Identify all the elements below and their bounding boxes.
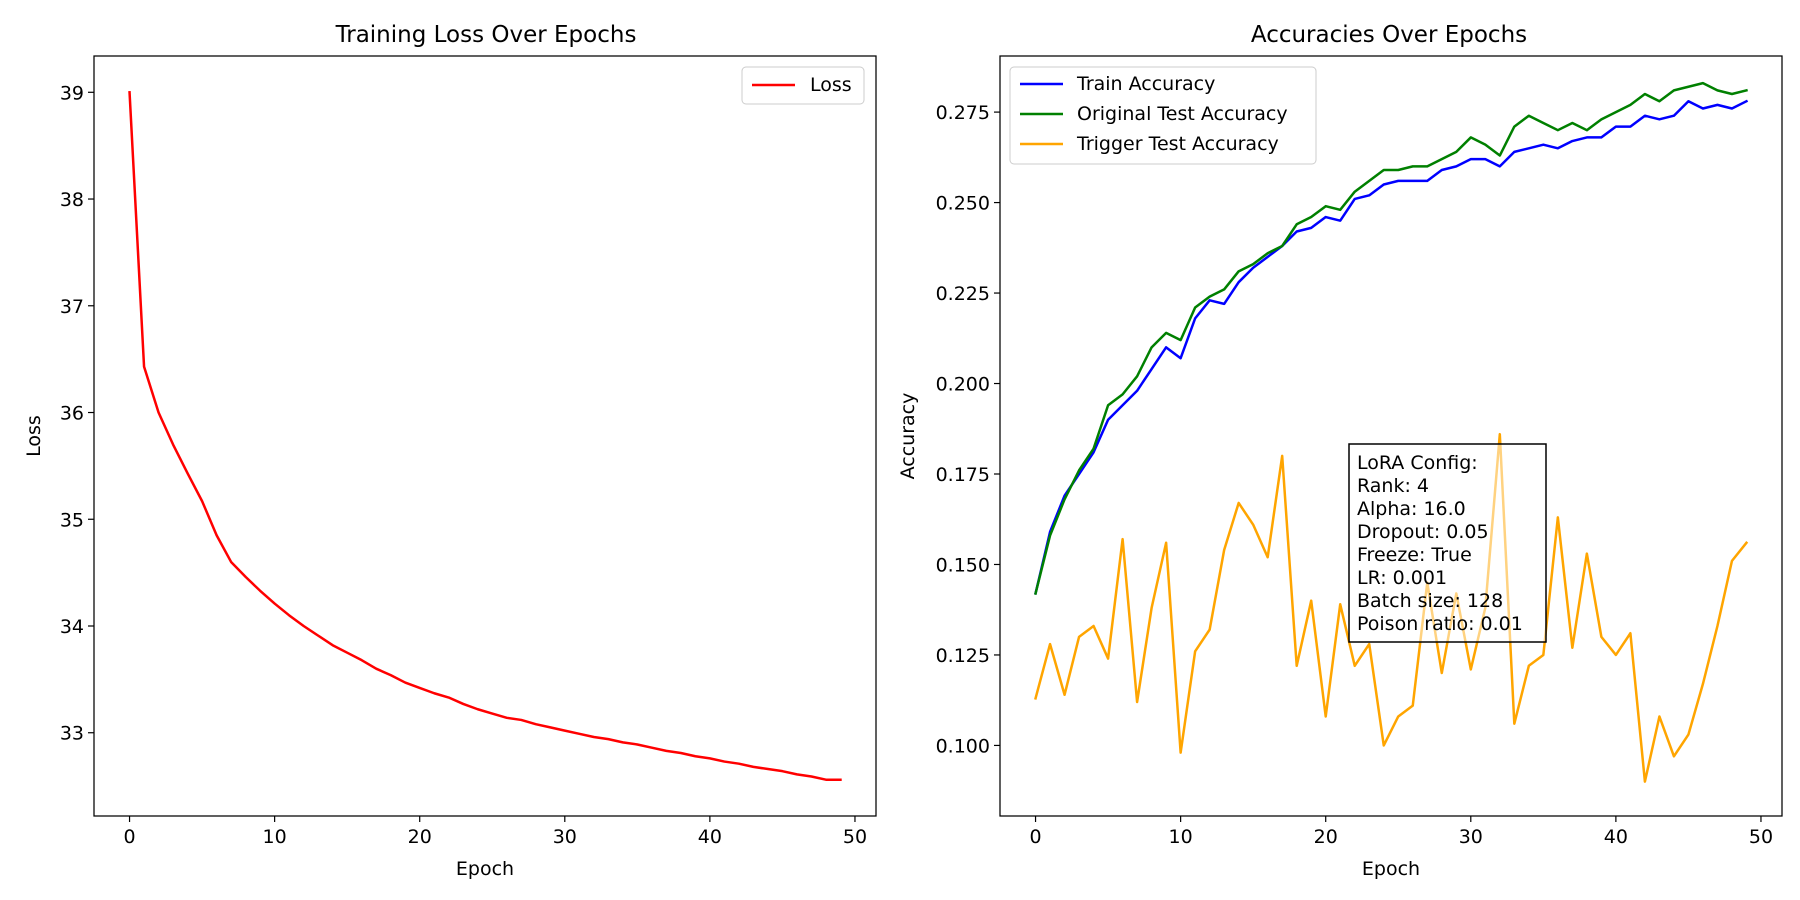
accuracy-chart-title: Accuracies Over Epochs bbox=[1251, 22, 1527, 48]
train-accuracy-line bbox=[1034, 99, 1749, 595]
loss-y-tick-label: 38 bbox=[60, 189, 84, 211]
accuracy-y-tick-label: 0.150 bbox=[936, 554, 990, 576]
legend-label-original-test-accuracy: Original Test Accuracy bbox=[1077, 103, 1288, 125]
loss-chart-title: Training Loss Over Epochs bbox=[335, 22, 637, 48]
accuracy-x-tick-label: 20 bbox=[1314, 826, 1338, 848]
loss-legend-label: Loss bbox=[810, 74, 852, 96]
loss-x-tick-label: 50 bbox=[843, 826, 867, 848]
loss-y-ticks: 33 34 35 36 37 38 39 bbox=[60, 82, 94, 745]
loss-x-ticks: 0 10 20 30 40 50 bbox=[123, 816, 867, 848]
loss-legend-box bbox=[741, 66, 865, 105]
accuracy-legend: Train Accuracy Original Test Accuracy Tr… bbox=[1009, 66, 1317, 165]
accuracy-x-tick-label: 0 bbox=[1029, 826, 1041, 848]
accuracy-legend-box bbox=[1009, 66, 1317, 165]
accuracy-y-tick-label: 0.175 bbox=[936, 464, 990, 486]
lora-config-line: Batch size: 128 bbox=[1357, 590, 1503, 612]
loss-axes-frame bbox=[93, 55, 877, 817]
accuracy-x-tick-label: 10 bbox=[1169, 826, 1193, 848]
lora-config-line: Dropout: 0.05 bbox=[1357, 521, 1489, 543]
lora-config-annotation: LoRA Config: Rank: 4 Alpha: 16.0 Dropout… bbox=[1348, 443, 1547, 643]
loss-legend: Loss bbox=[741, 66, 865, 105]
lora-config-line: LoRA Config: bbox=[1357, 452, 1478, 474]
accuracy-y-ticks: 0.100 0.125 0.150 0.175 0.200 0.225 0.250 0.275 bbox=[936, 102, 1000, 757]
accuracy-y-tick-label: 0.125 bbox=[936, 645, 990, 667]
accuracy-x-axis-label: Epoch bbox=[1362, 858, 1420, 880]
loss-x-tick-label: 0 bbox=[123, 826, 135, 848]
trigger-test-accuracy-line bbox=[1034, 432, 1749, 783]
loss-y-tick-label: 33 bbox=[60, 723, 84, 745]
accuracy-y-tick-label: 0.200 bbox=[936, 374, 990, 396]
accuracy-y-axis-label: Accuracy bbox=[897, 393, 919, 480]
accuracy-y-tick-label: 0.275 bbox=[936, 102, 990, 124]
accuracy-y-tick-label: 0.250 bbox=[936, 193, 990, 215]
legend-label-train-accuracy: Train Accuracy bbox=[1076, 73, 1215, 95]
loss-y-tick-label: 37 bbox=[60, 296, 84, 318]
accuracy-axes-frame bbox=[999, 55, 1783, 817]
loss-y-tick-label: 35 bbox=[60, 509, 84, 531]
accuracy-y-tick-label: 0.225 bbox=[936, 283, 990, 305]
loss-x-tick-label: 40 bbox=[698, 826, 722, 848]
loss-x-tick-label: 20 bbox=[408, 826, 432, 848]
lora-config-line: Alpha: 16.0 bbox=[1357, 498, 1466, 520]
accuracy-chart: Accuracies Over Epochs 0 10 20 30 40 50 0.100… bbox=[897, 22, 1783, 880]
loss-x-tick-label: 30 bbox=[553, 826, 577, 848]
loss-x-tick-label: 10 bbox=[263, 826, 287, 848]
loss-chart: Training Loss Over Epochs 0 10 20 30 40 50 33… bbox=[23, 22, 877, 880]
loss-y-axis-label: Loss bbox=[23, 415, 45, 457]
accuracy-x-tick-label: 50 bbox=[1749, 826, 1773, 848]
legend-label-trigger-test-accuracy: Trigger Test Accuracy bbox=[1076, 133, 1279, 155]
lora-config-line: Freeze: True bbox=[1357, 544, 1472, 566]
lora-config-line: Poison ratio: 0.01 bbox=[1357, 613, 1523, 635]
accuracy-y-tick-label: 0.100 bbox=[936, 735, 990, 757]
loss-x-axis-label: Epoch bbox=[456, 858, 514, 880]
loss-line bbox=[128, 90, 842, 781]
loss-y-tick-label: 36 bbox=[60, 403, 84, 425]
accuracy-x-tick-label: 30 bbox=[1459, 826, 1483, 848]
loss-y-tick-label: 39 bbox=[60, 82, 84, 104]
lora-config-line: Rank: 4 bbox=[1357, 475, 1429, 497]
accuracy-x-ticks: 0 10 20 30 40 50 bbox=[1029, 816, 1773, 848]
loss-series-layer bbox=[128, 90, 842, 781]
loss-y-tick-label: 34 bbox=[60, 616, 84, 638]
original-test-accuracy-line bbox=[1034, 81, 1748, 595]
accuracy-x-tick-label: 40 bbox=[1604, 826, 1628, 848]
lora-config-box bbox=[1348, 443, 1547, 643]
accuracy-series-layer bbox=[1034, 81, 1749, 783]
lora-config-line: LR: 0.001 bbox=[1357, 567, 1447, 589]
